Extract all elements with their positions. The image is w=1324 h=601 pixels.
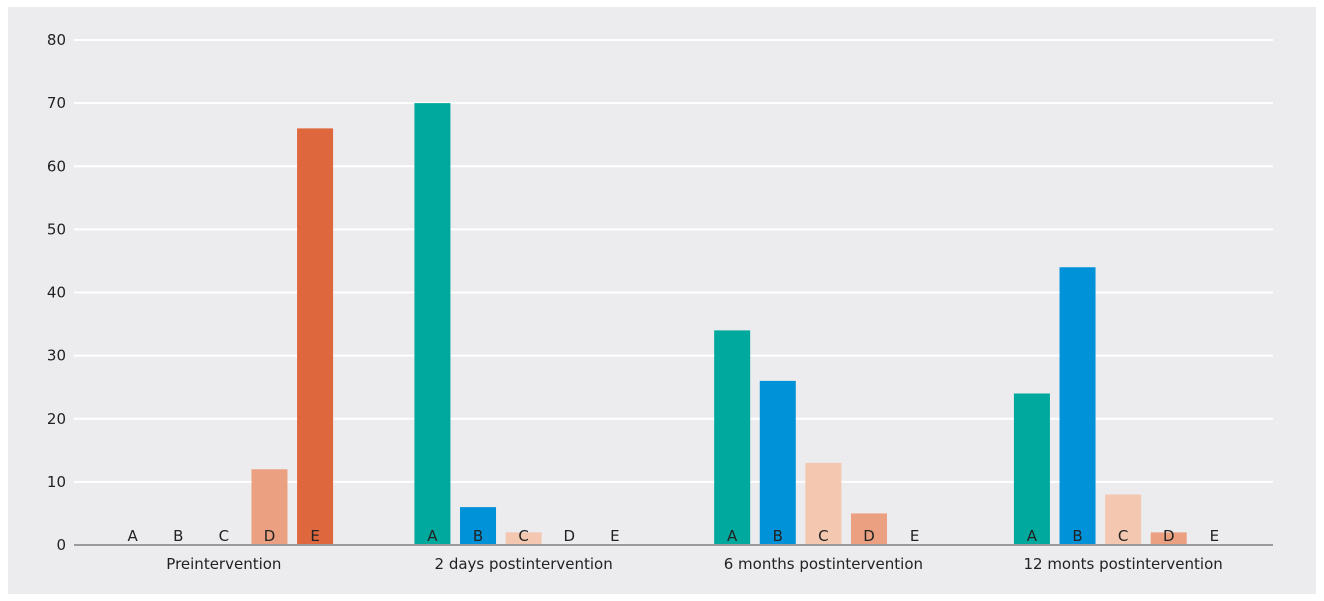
bar [1013, 393, 1050, 545]
bar-series-label: A [727, 527, 738, 545]
y-tick-label: 50 [47, 220, 66, 238]
x-category-label: 6 months postintervention [724, 555, 923, 573]
bar [460, 507, 497, 545]
y-tick-label: 60 [47, 157, 66, 175]
bar [414, 103, 451, 545]
bar [714, 330, 751, 545]
bar-series-label: A [427, 527, 438, 545]
x-axis-categories: Preintervention 2 days postintervention 6 … [166, 555, 1222, 573]
bar-series-label: E [910, 527, 919, 545]
bar-series-label: E [610, 527, 619, 545]
bar-series-label: D [264, 527, 276, 545]
y-tick-label: 0 [56, 536, 66, 554]
bar [1105, 494, 1142, 545]
x-category-label: 12 monts postintervention [1023, 555, 1222, 573]
bar [1059, 267, 1096, 545]
y-tick-label: 40 [47, 284, 66, 302]
bar-series-label: D [563, 527, 575, 545]
bar-series-label: D [1163, 527, 1175, 545]
bar-series-label: B [773, 527, 783, 545]
chart-panel: 0 10 20 30 40 50 60 70 80 A B C D E A B C D E A B C D E A B C D E P… [8, 7, 1316, 594]
y-tick-label: 80 [47, 31, 66, 49]
gridlines [74, 39, 1273, 483]
bar-series-label: A [128, 527, 139, 545]
bar-series-label: C [518, 527, 528, 545]
y-tick-label: 20 [47, 410, 66, 428]
bar [759, 380, 796, 545]
bar-series-label: E [310, 527, 319, 545]
bar [297, 128, 334, 545]
bar-series-label: D [863, 527, 875, 545]
bar-series-label: B [173, 527, 183, 545]
bar-chart: 0 10 20 30 40 50 60 70 80 A B C D E A B C D E A B C D E A B C D E P… [47, 31, 1273, 573]
bar [805, 462, 842, 545]
bar-series-label: E [1210, 527, 1219, 545]
bar [850, 513, 887, 545]
bar [505, 532, 542, 545]
x-category-label: 2 days postintervention [435, 555, 613, 573]
bar-series-label: C [219, 527, 229, 545]
bar-series-label: B [1072, 527, 1082, 545]
y-tick-label: 30 [47, 347, 66, 365]
bar [251, 469, 288, 545]
y-tick-label: 70 [47, 94, 66, 112]
y-tick-label: 10 [47, 473, 66, 491]
bar-series-label: B [473, 527, 483, 545]
bar [1150, 532, 1187, 545]
bar-series-label: A [1027, 527, 1038, 545]
bar-series-label: C [1118, 527, 1128, 545]
x-category-label: Preintervention [166, 555, 281, 573]
bar-series-label: C [818, 527, 828, 545]
y-axis-ticks: 0 10 20 30 40 50 60 70 80 [47, 31, 66, 554]
